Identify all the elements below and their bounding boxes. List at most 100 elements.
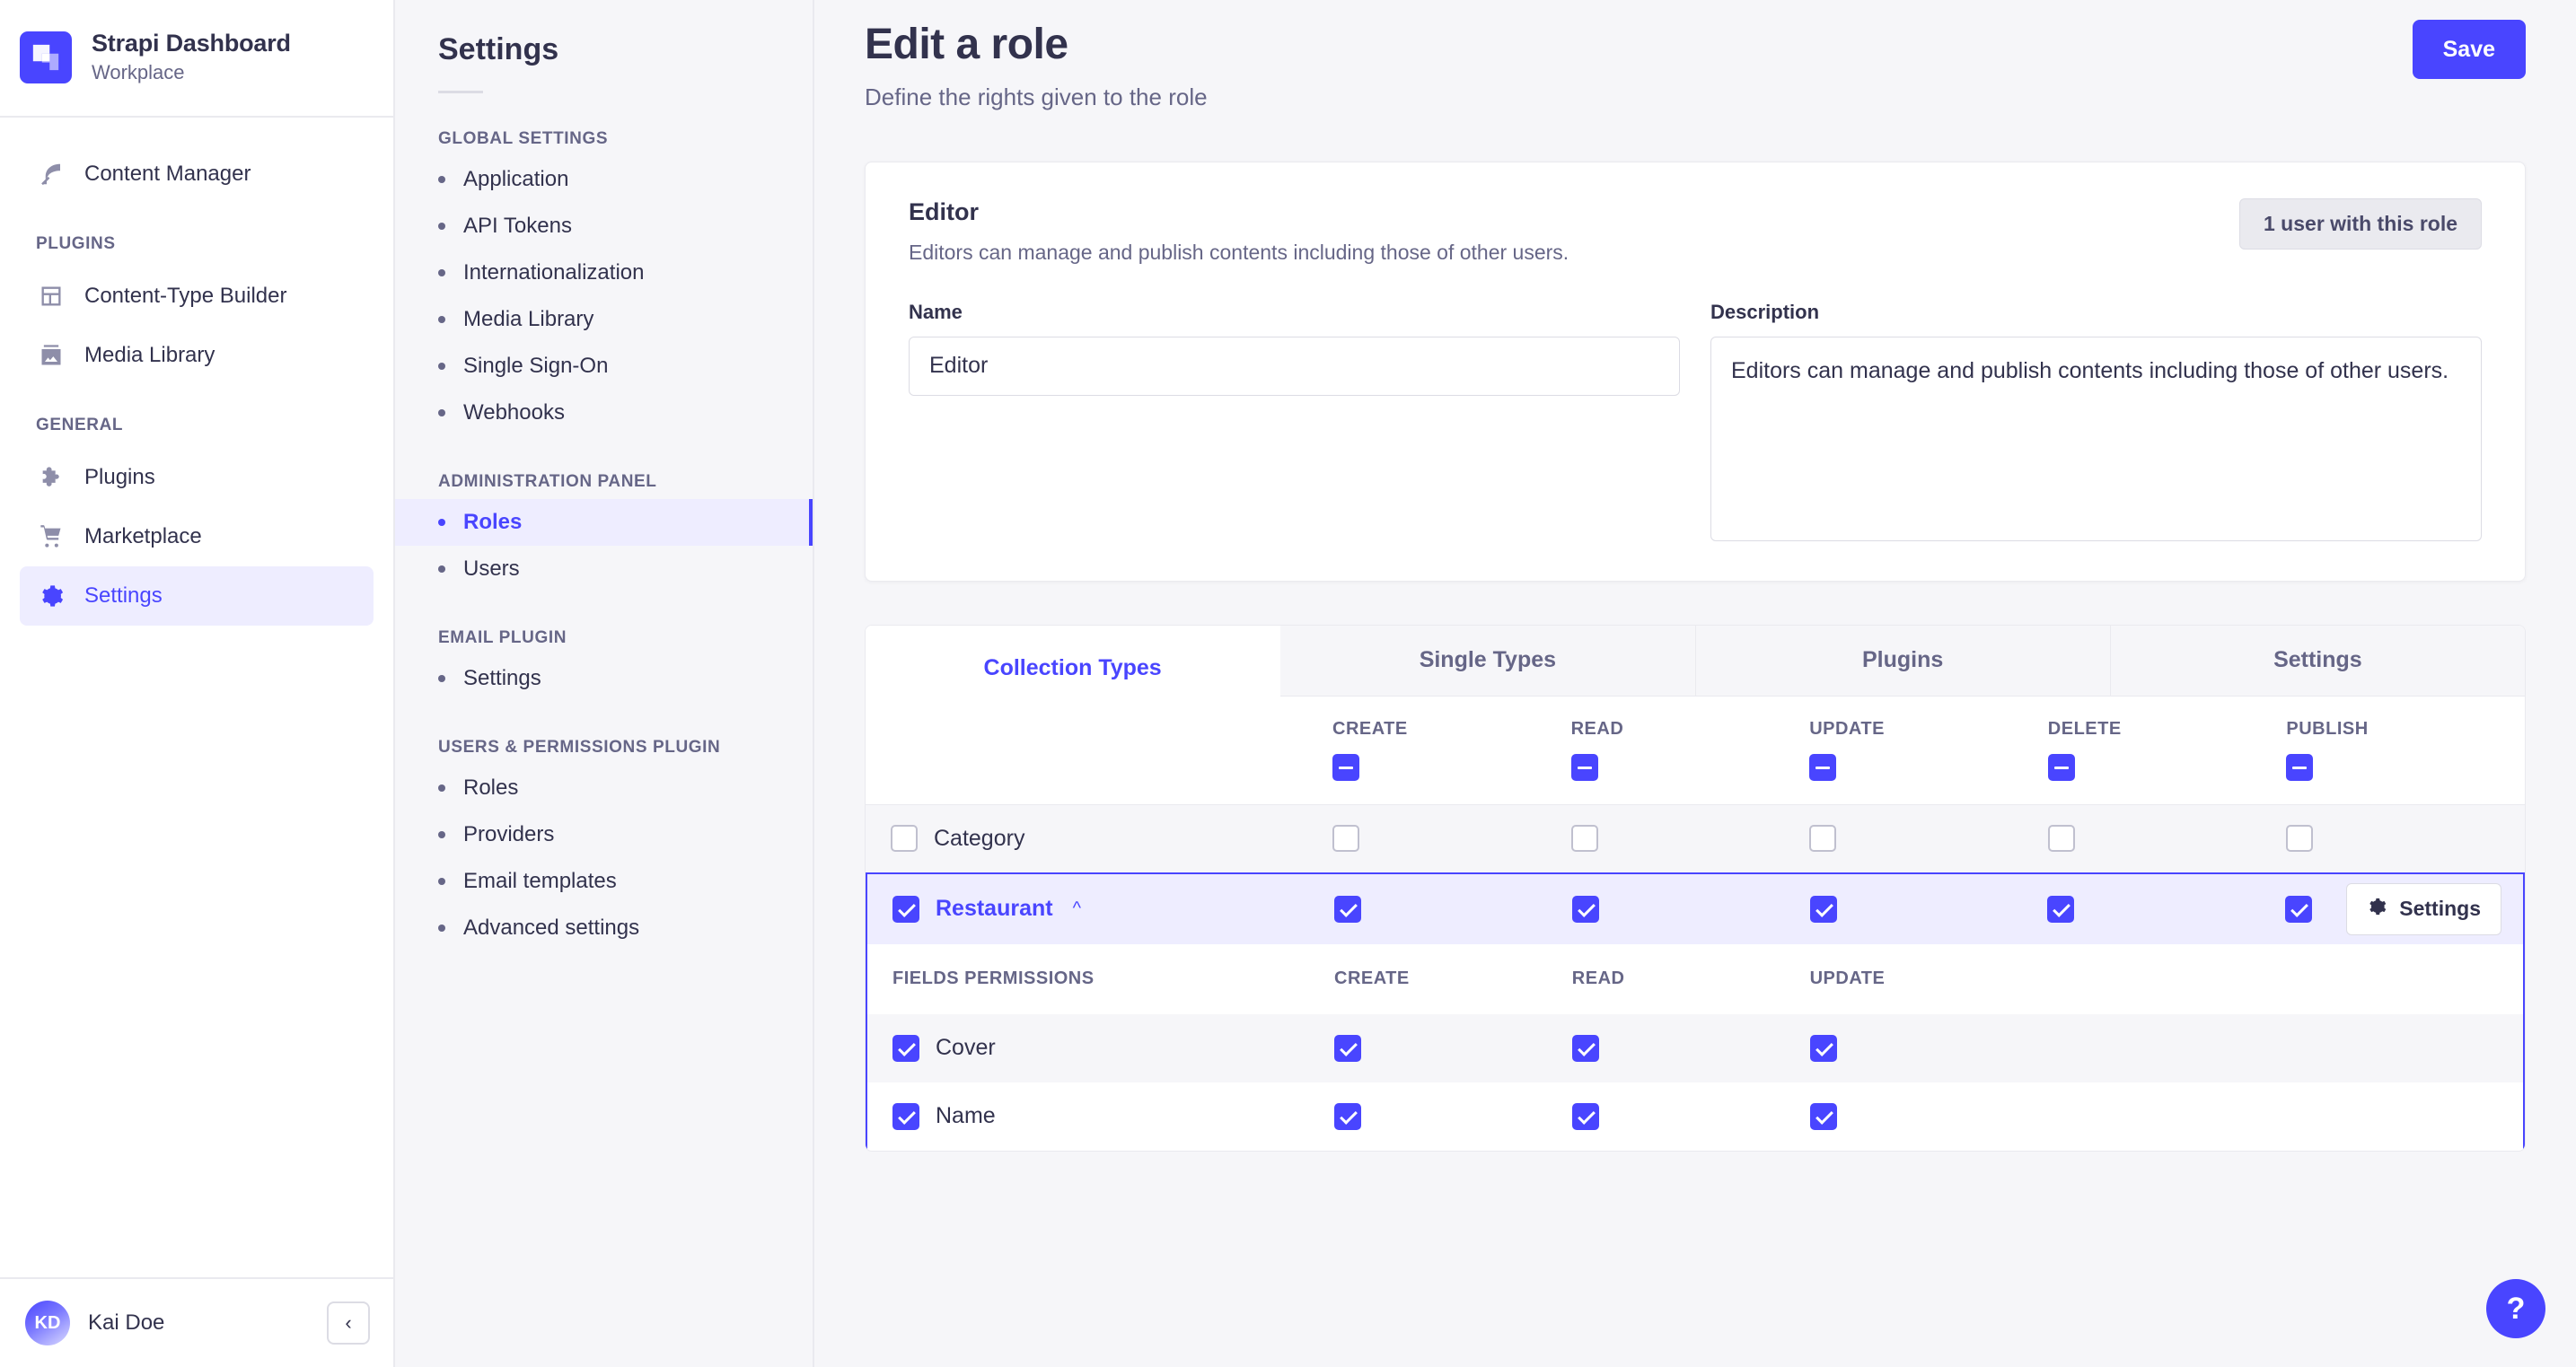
- cell-checkbox-restaurant-read[interactable]: [1571, 895, 1599, 923]
- tab-collection-types[interactable]: Collection Types: [866, 625, 1281, 712]
- chevron-up-icon[interactable]: ^: [1072, 898, 1081, 919]
- header-checkbox-delete[interactable]: [2047, 754, 2075, 782]
- settings-nav-item-roles[interactable]: Roles: [395, 499, 813, 546]
- sidebar-item-plugins[interactable]: Plugins: [20, 448, 374, 507]
- settings-nav-item-email-settings[interactable]: Settings: [395, 655, 813, 702]
- table-row[interactable]: Restaurant ^: [867, 872, 2523, 944]
- sidebar-item-content-type-builder[interactable]: Content-Type Builder: [20, 267, 374, 326]
- field-checkbox-name[interactable]: [892, 1102, 919, 1130]
- column-header-label: PUBLISH: [2286, 719, 2369, 740]
- sidebar-item-label: Content-Type Builder: [84, 284, 287, 308]
- user-count-badge: 1 user with this role: [2239, 197, 2482, 250]
- bullet-icon: [438, 519, 445, 526]
- sidebar-collapse-button[interactable]: ‹: [327, 1301, 370, 1345]
- cell-checkbox-restaurant-publish[interactable]: [2285, 895, 2313, 923]
- settings-nav-item-api-tokens[interactable]: API Tokens: [395, 203, 813, 250]
- cell-checkbox-cover-read[interactable]: [1571, 1034, 1599, 1062]
- settings-nav-item-label: Media Library: [463, 307, 594, 331]
- settings-nav-item-label: Advanced settings: [463, 916, 640, 940]
- sidebar-group-label-general: GENERAL: [36, 416, 124, 434]
- restaurant-expanded-block: Restaurant ^: [866, 872, 2525, 1151]
- sidebar-item-settings[interactable]: Settings: [20, 566, 374, 626]
- settings-nav-item-single-sign-on[interactable]: Single Sign-On: [395, 343, 813, 390]
- header-checkbox-create[interactable]: [1332, 754, 1359, 782]
- cell-checkbox-restaurant-delete[interactable]: [2047, 895, 2075, 923]
- cell-checkbox-category-publish[interactable]: [2286, 825, 2314, 853]
- cell-checkbox-category-read[interactable]: [1570, 825, 1598, 853]
- settings-nav-item-application[interactable]: Application: [395, 156, 813, 203]
- page-title: Edit a role: [865, 21, 1068, 68]
- table-row[interactable]: Cover: [867, 1013, 2523, 1082]
- settings-nav-item-internationalization[interactable]: Internationalization: [395, 250, 813, 296]
- name-input[interactable]: [909, 336, 1680, 396]
- row-checkbox-category[interactable]: [891, 825, 918, 853]
- table-row[interactable]: Category: [866, 803, 2525, 872]
- cart-icon: [36, 521, 66, 552]
- settings-nav-item-users[interactable]: Users: [395, 546, 813, 592]
- column-update: UPDATE: [1809, 719, 2048, 782]
- cell-checkbox-restaurant-update[interactable]: [1809, 895, 1837, 923]
- row-label: Category: [934, 825, 1025, 851]
- fields-column-header-create: CREATE: [1334, 968, 1410, 989]
- sidebar-item-marketplace[interactable]: Marketplace: [20, 507, 374, 566]
- name-field-label: Name: [909, 300, 963, 323]
- column-header-label: UPDATE: [1809, 719, 1885, 740]
- brand-header[interactable]: Strapi Dashboard Workplace: [0, 0, 393, 118]
- cell-checkbox-name-update[interactable]: [1809, 1102, 1837, 1130]
- settings-nav-item-label: Users: [463, 556, 520, 581]
- row-checkbox-restaurant[interactable]: [892, 895, 919, 923]
- column-header-label: READ: [1570, 719, 1624, 740]
- settings-nav-item-email-templates[interactable]: Email templates: [395, 858, 813, 905]
- cell-checkbox-category-create[interactable]: [1332, 825, 1359, 853]
- cell-checkbox-category-delete[interactable]: [2047, 825, 2075, 853]
- sidebar-item-media-library[interactable]: Media Library: [20, 326, 374, 385]
- tab-single-types[interactable]: Single Types: [1280, 625, 1696, 696]
- fields-permissions-header: FIELDS PERMISSIONS CREATE READ UPDATE: [867, 943, 2523, 1014]
- help-button[interactable]: ?: [2486, 1279, 2545, 1338]
- settings-nav: Settings GLOBAL SETTINGS Application API…: [395, 0, 814, 1367]
- settings-group-label-users-permissions: USERS & PERMISSIONS PLUGIN: [438, 738, 721, 757]
- save-button[interactable]: Save: [2412, 20, 2526, 79]
- user-name: Kai Doe: [88, 1310, 165, 1335]
- cell-checkbox-name-read[interactable]: [1571, 1102, 1599, 1130]
- header-checkbox-update[interactable]: [1809, 754, 1837, 782]
- description-textarea[interactable]: [1710, 336, 2482, 541]
- feather-icon: [36, 159, 66, 189]
- header-checkbox-publish[interactable]: [2286, 754, 2314, 782]
- settings-nav-item-webhooks[interactable]: Webhooks: [395, 390, 813, 436]
- tab-plugins[interactable]: Plugins: [1695, 625, 2111, 696]
- role-name-heading: Editor: [909, 197, 979, 225]
- sidebar-item-label: Marketplace: [84, 524, 202, 548]
- settings-nav-item-up-roles[interactable]: Roles: [395, 765, 813, 811]
- fields-permissions-label: FIELDS PERMISSIONS: [892, 968, 1095, 989]
- settings-nav-item-label: Roles: [463, 776, 519, 800]
- sidebar-item-content-manager[interactable]: Content Manager: [20, 145, 374, 204]
- header-checkbox-read[interactable]: [1570, 754, 1598, 782]
- settings-nav-item-label: Email templates: [463, 869, 617, 893]
- cell-checkbox-category-update[interactable]: [1809, 825, 1837, 853]
- table-row[interactable]: Name: [867, 1082, 2523, 1151]
- main-content: Edit a role Define the rights given to t…: [814, 0, 2576, 1367]
- permissions-header-row: CREATE READ UPDATE DELETE: [866, 696, 2525, 804]
- role-description-text: Editors can manage and publish contents …: [909, 240, 1569, 264]
- sidebar-item-label: Media Library: [84, 343, 215, 367]
- cell-checkbox-cover-update[interactable]: [1809, 1034, 1837, 1062]
- settings-nav-item-advanced-settings[interactable]: Advanced settings: [395, 905, 813, 951]
- field-label-cover: Cover: [936, 1035, 996, 1061]
- restaurant-settings-button[interactable]: Settings: [2346, 882, 2501, 935]
- cell-checkbox-cover-create[interactable]: [1334, 1034, 1361, 1062]
- cell-checkbox-name-create[interactable]: [1334, 1102, 1361, 1130]
- field-checkbox-cover[interactable]: [892, 1034, 919, 1062]
- description-field-label: Description: [1710, 300, 1820, 323]
- settings-nav-item-media-library[interactable]: Media Library: [395, 296, 813, 343]
- settings-nav-item-providers[interactable]: Providers: [395, 811, 813, 858]
- sidebar-group-label-plugins: PLUGINS: [36, 234, 116, 253]
- sidebar-nav-list: Content Manager PLUGINS Content-Type Bui…: [0, 118, 393, 1277]
- tab-settings[interactable]: Settings: [2110, 625, 2525, 696]
- settings-nav-item-label: Webhooks: [463, 400, 565, 425]
- settings-nav-item-label: Roles: [463, 510, 523, 534]
- cell-checkbox-restaurant-create[interactable]: [1334, 895, 1361, 923]
- bullet-icon: [438, 176, 445, 183]
- avatar[interactable]: KD: [25, 1301, 70, 1345]
- bullet-icon: [438, 269, 445, 276]
